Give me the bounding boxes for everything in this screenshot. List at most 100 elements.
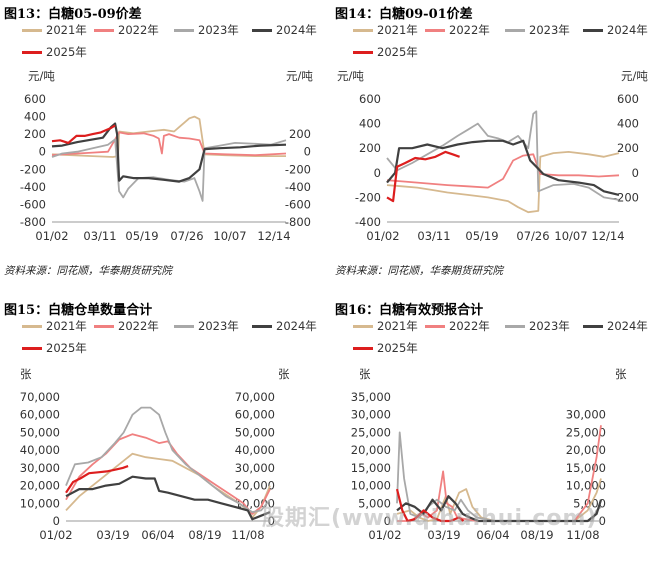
y-tick-label: 50,000 [20,425,60,439]
x-tick-label: 05/19 [465,229,498,243]
line-chart: 70,000 60,000 50,000 40,000 30,000 20,000 10,0… [20,390,275,542]
series-line [395,488,465,523]
legend-label: 2023年 [529,23,570,37]
x-tick-label: 01/02 [35,229,68,243]
legend-swatch [505,325,525,328]
legend-label: 2021年 [377,319,418,333]
legend-label: 2022年 [449,319,490,333]
legend-label: 2022年 [118,23,159,37]
legend-label: 2022年 [118,319,159,333]
legend-swatch [425,325,445,328]
left-unit-label: 元/吨 [28,69,55,83]
x-tick-label: 05/19 [125,229,158,243]
y-tick-label-right: 0 [268,514,275,528]
x-tick-label: 03/19 [427,528,460,542]
x-tick-label: 10/07 [554,229,587,243]
y-tick-label-right: 70,000 [235,390,275,404]
y-tick-label-right: 30,000 [566,408,606,422]
legend-label: 2025年 [46,45,87,59]
chart-panel-spread-09-01: 图14：白糖09-01价差 2021年 2022年 2023年 2024年 2025年 … [331,0,662,277]
series-line [396,495,603,523]
x-tick-label: 03/11 [83,229,116,243]
legend-swatch [353,347,373,350]
legend-swatch [505,29,525,32]
legend-item: 2021年 [353,22,418,38]
line-chart: 35,000 30,000 25,000 20,000 15,000 10,000 5,00… [351,390,606,542]
legend-item: 2024年 [252,22,317,38]
y-tick-label: 0 [384,514,391,528]
legend-item: 2021年 [22,318,87,334]
y-tick-label: 40,000 [20,443,60,457]
y-tick-label-right: 200 [289,127,311,141]
source-note: 资料来源：同花顺，华泰期货研究院 [335,265,503,277]
series-line [386,110,620,201]
legend-item: 2023年 [505,22,570,38]
legend-item: 2024年 [583,318,648,334]
y-tick-label: -200 [20,162,46,176]
chart-title: 图14：白糖09-01价差 [335,7,473,22]
legend-label: 2021年 [46,319,87,333]
legend-label: 2024年 [607,23,648,37]
x-tick-label: 06/04 [476,528,509,542]
x-tick-label: 08/19 [188,528,221,542]
legend-item: 2024年 [583,22,648,38]
y-tick-label-right: -600 [285,197,311,211]
legend-item: 2024年 [252,318,317,334]
line-chart: 600 400 200 0 -200 -400 -600 -800 200 0 -200 -400 -6… [20,92,311,243]
y-tick-label-right: 20,000 [235,479,275,493]
x-tick-label: 11/08 [566,528,599,542]
legend-label: 2024年 [276,23,317,37]
y-tick-label-right: 25,000 [566,425,606,439]
series-line [51,138,287,202]
legend-label: 2023年 [198,23,239,37]
y-tick-label-right: -200 [285,162,311,176]
x-tick-label: 06/04 [141,528,174,542]
x-tick-label: 12/14 [257,229,290,243]
series-line [51,124,116,144]
y-tick-label: -400 [355,215,381,229]
x-tick-label: 01/02 [368,528,401,542]
legend-swatch [583,29,603,32]
right-unit-label: 元/吨 [286,69,313,83]
legend-swatch [174,325,194,328]
legend-swatch [353,325,373,328]
x-tick-label: 12/14 [591,229,624,243]
y-tick-label-right: 0 [304,145,311,159]
left-unit-label: 张 [20,367,32,381]
legend-label: 2024年 [276,319,317,333]
y-tick-label-right: 200 [617,141,639,155]
y-tick-label: 70,000 [20,390,60,404]
legend-item: 2025年 [22,44,87,60]
y-tick-label-right: 0 [599,514,606,528]
legend-label: 2022年 [449,23,490,37]
series-line [65,475,271,521]
y-tick-label-right: 20,000 [566,443,606,457]
legend-item: 2023年 [174,22,239,38]
chart-panel-warehouse-receipts: 图15：白糖仓单数量合计 2021年 2022年 2023年 2024年 2025年 张… [0,296,331,571]
chart-title: 图13：白糖05-09价差 [4,7,142,22]
y-tick-label-right: -200 [613,190,639,204]
legend-swatch [425,29,445,32]
y-tick-label: 400 [359,117,381,131]
y-tick-label-right: 30,000 [235,461,275,475]
legend-swatch [22,325,42,328]
chart-panel-spread-05-09: 图13：白糖05-09价差 2021年 2022年 2023年 2024年 2025年 … [0,0,331,277]
chart-panel-valid-forecasts: 图16：白糖有效预报合计 2021年 2022年 2023年 2024年 2025年 张… [331,296,662,571]
y-tick-label: -400 [20,180,46,194]
series-line [51,122,287,183]
series-line [65,465,129,494]
y-tick-label: 600 [359,92,381,106]
legend-item: 2023年 [174,318,239,334]
legend-swatch [353,29,373,32]
y-tick-label-right: -400 [285,180,311,194]
legend-label: 2023年 [198,319,239,333]
y-tick-label-right: 50,000 [235,425,275,439]
right-unit-label: 张 [615,367,627,381]
x-tick-label: 07/26 [516,229,549,243]
y-tick-label: 35,000 [351,390,391,404]
y-tick-label: 15,000 [351,461,391,475]
legend-swatch [174,29,194,32]
legend-item: 2021年 [353,318,418,334]
y-tick-label-right: 10,000 [566,479,606,493]
series-line [386,139,620,196]
